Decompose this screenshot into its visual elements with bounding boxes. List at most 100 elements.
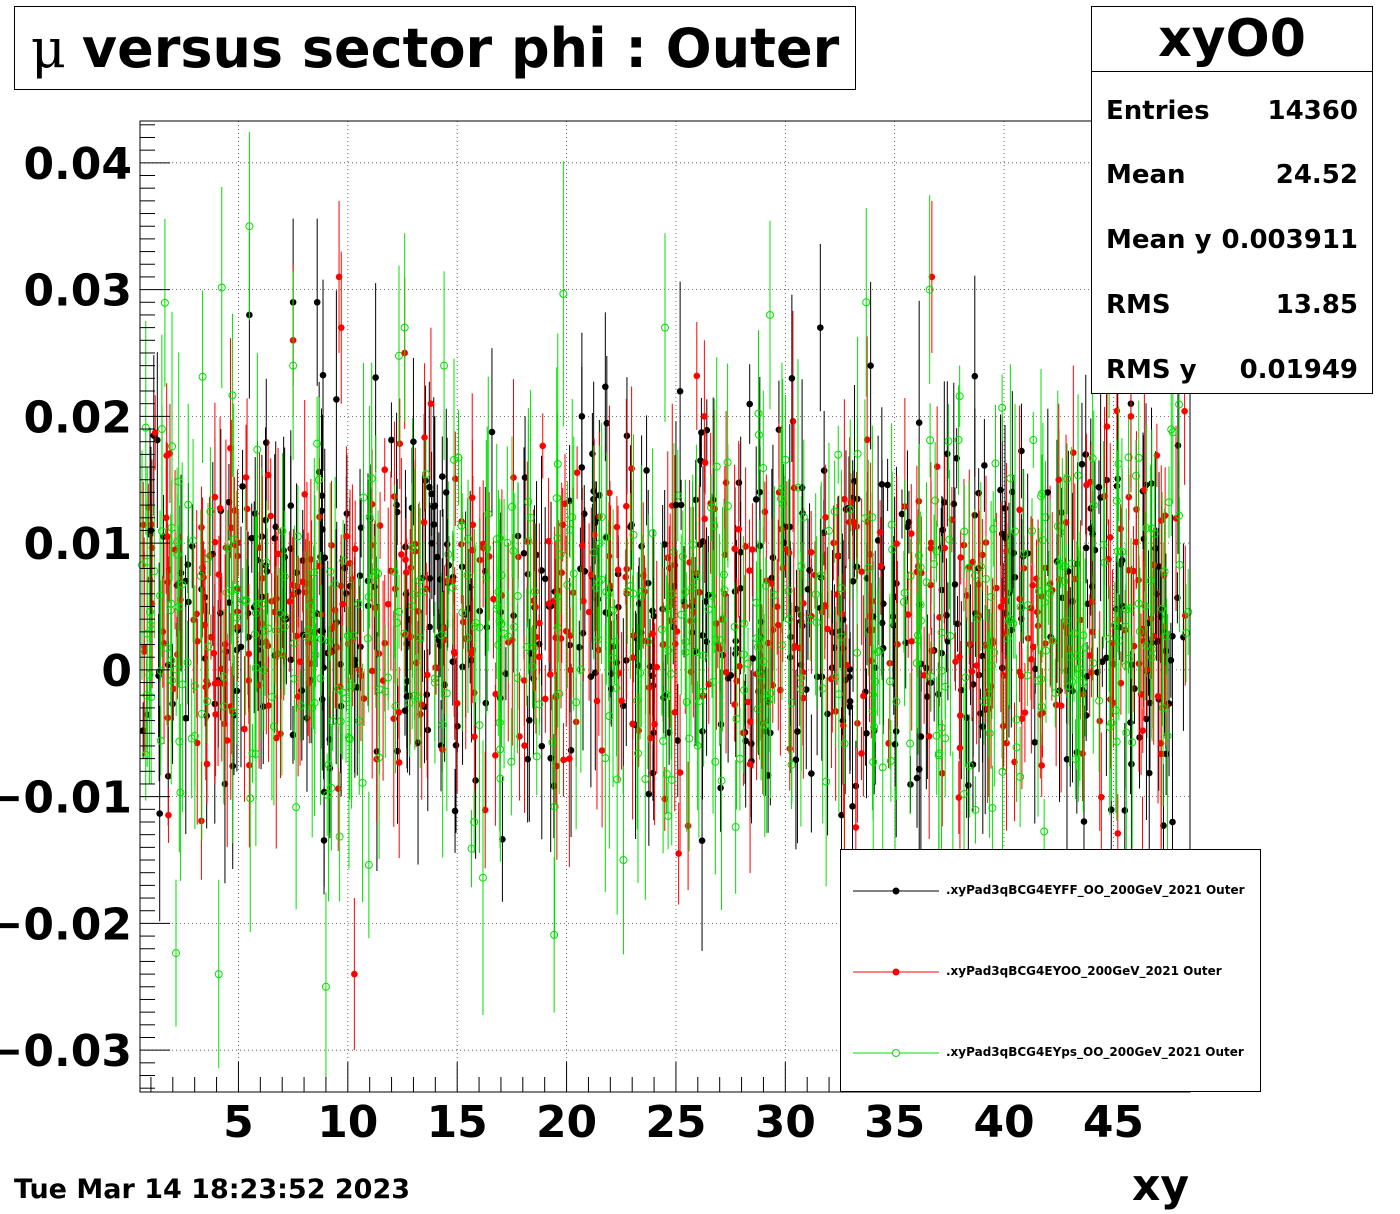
data-point: [1019, 549, 1028, 558]
data-point: [368, 667, 376, 675]
data-point: [749, 655, 757, 662]
data-point: [430, 521, 438, 528]
stats-row-entries: Entries 14360: [1106, 91, 1358, 131]
data-point: [398, 551, 405, 558]
data-point: [841, 495, 848, 503]
data-point: [643, 467, 650, 474]
legend-entry-ps: .xyPad3qBCG4EYps_OO_200GeV_2021 Outer: [841, 1043, 1260, 1063]
data-point: [538, 742, 546, 750]
data-point: [985, 729, 994, 738]
y-tick-label: −0.02: [0, 899, 132, 950]
data-point: [1009, 619, 1018, 628]
data-point: [225, 599, 233, 606]
data-point: [1181, 612, 1189, 619]
data-point: [979, 551, 986, 559]
legend-label-ff: .xyPad3qBCG4EYFF_OO_200GeV_2021 Outer: [946, 883, 1245, 897]
data-point: [481, 806, 489, 814]
data-point: [1184, 608, 1193, 617]
data-point: [1160, 822, 1167, 829]
data-point: [635, 727, 643, 734]
data-point: [198, 372, 207, 381]
data-point: [371, 604, 379, 612]
data-point: [407, 564, 415, 572]
data-point: [156, 666, 165, 675]
data-point: [1038, 536, 1047, 545]
data-point: [547, 671, 554, 678]
data-point: [301, 491, 309, 498]
data-point: [303, 580, 311, 587]
data-point: [917, 733, 925, 740]
data-point: [878, 763, 887, 772]
data-point: [558, 569, 565, 577]
data-point: [173, 538, 182, 547]
data-point: [510, 474, 517, 481]
data-point: [526, 513, 535, 522]
data-point: [886, 756, 895, 765]
data-point: [1095, 483, 1103, 491]
data-point: [444, 550, 453, 559]
data-point: [513, 674, 522, 683]
data-point: [326, 567, 335, 576]
data-point: [290, 591, 297, 598]
data-point: [356, 572, 364, 579]
data-point: [887, 520, 896, 529]
data-point: [328, 541, 335, 549]
data-point: [840, 722, 847, 729]
data-point: [1175, 511, 1184, 520]
data-point: [768, 580, 776, 587]
data-point: [649, 630, 656, 637]
data-point: [752, 496, 760, 503]
data-point: [590, 531, 598, 539]
data-point: [979, 697, 988, 706]
data-point: [711, 635, 720, 644]
data-point: [1155, 563, 1163, 570]
data-point: [1127, 413, 1135, 420]
data-point: [915, 765, 923, 773]
data-point: [956, 712, 964, 719]
data-point: [482, 573, 491, 582]
data-point: [597, 513, 606, 522]
data-point: [891, 741, 899, 748]
data-point: [548, 738, 557, 747]
data-point: [1003, 634, 1012, 643]
y-tick-label: 0.03: [23, 266, 132, 317]
data-point: [344, 733, 353, 742]
data-point: [545, 600, 553, 607]
data-point: [509, 546, 518, 555]
data-point: [711, 757, 720, 766]
data-point: [1103, 423, 1111, 430]
data-point: [223, 544, 232, 553]
data-point: [242, 596, 251, 605]
data-point: [255, 681, 263, 689]
data-point: [990, 648, 999, 657]
data-point: [1167, 425, 1176, 434]
data-point: [893, 540, 901, 547]
data-point: [585, 608, 593, 616]
data-point: [343, 510, 351, 517]
data-point: [821, 602, 829, 610]
data-point: [657, 625, 666, 634]
data-point: [822, 777, 831, 786]
data-point: [960, 790, 969, 799]
data-point: [471, 619, 480, 628]
data-point: [253, 445, 262, 454]
data-point: [227, 586, 236, 595]
data-point: [495, 617, 504, 626]
data-point: [488, 428, 496, 436]
data-point: [182, 714, 190, 722]
data-point: [812, 618, 821, 627]
data-point: [858, 568, 865, 576]
data-point: [951, 581, 959, 588]
data-point: [1131, 471, 1140, 480]
data-point: [1039, 709, 1046, 717]
data-point: [423, 671, 431, 679]
data-point: [762, 692, 771, 701]
data-point: [536, 619, 543, 627]
data-point: [863, 729, 870, 737]
data-point: [885, 677, 894, 686]
data-point: [327, 783, 336, 792]
data-point: [595, 539, 604, 548]
data-point: [1112, 737, 1121, 746]
data-point: [613, 523, 621, 531]
data-point: [1107, 806, 1115, 813]
